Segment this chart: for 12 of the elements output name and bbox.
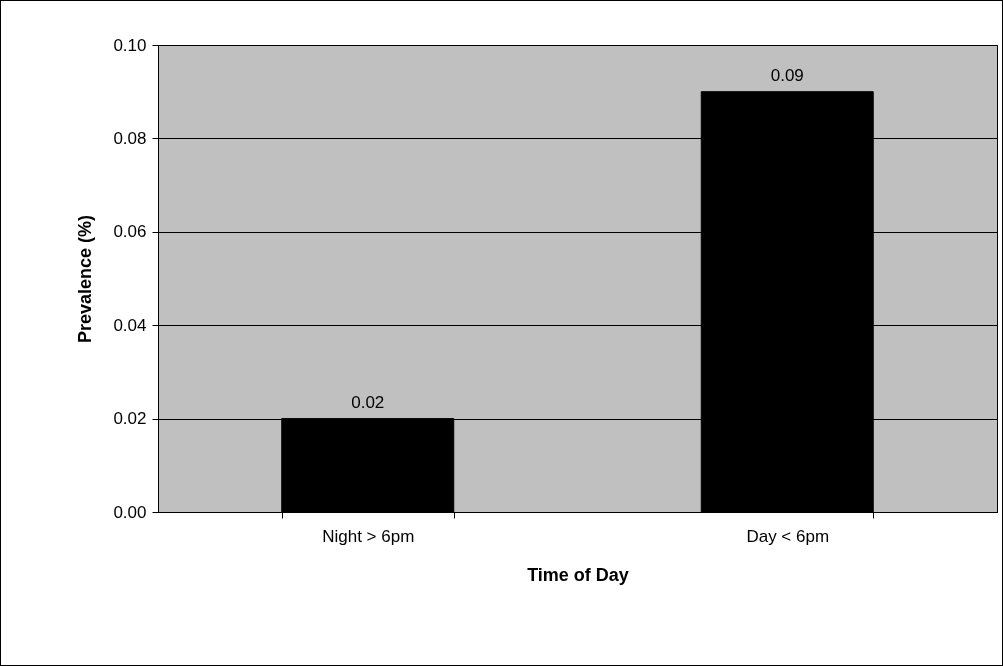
y-tick-label: 0.10 [113,35,147,55]
y-axis-title: Prevalence (%) [75,214,96,344]
y-tick-label: 0.08 [113,128,147,148]
x-tick-label: Day < 6pm [746,526,830,546]
y-tick-label: 0.06 [113,222,147,242]
y-tick-label: 0.02 [113,409,147,429]
y-tick-label: 0.00 [113,502,147,522]
data-label: 0.02 [351,392,385,412]
x-axis-title: Time of Day [527,564,629,585]
x-tick-label: Night > 6pm [322,526,415,546]
y-tick-label: 0.04 [113,315,147,335]
data-label: 0.09 [770,65,804,85]
